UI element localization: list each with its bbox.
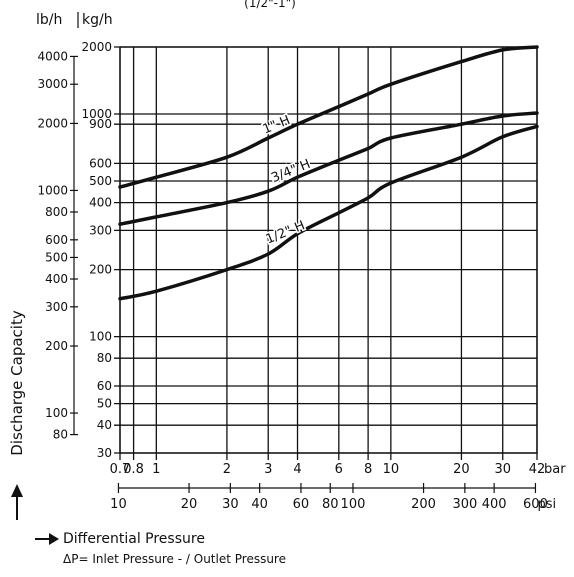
series-line-1 [118,111,539,226]
y-tick-label-kgh: 1000 [81,107,112,121]
y-tick-label-kgh: 300 [89,223,112,237]
x-tick-label-psi: 400 [482,497,507,512]
x-tick-label-psi: 60 [293,497,310,512]
y-tick-label-kgh: 60 [97,379,112,393]
x-tick-label-bar: 42 [529,462,546,477]
y-tick-label-kgh: 30 [97,446,112,460]
y-unit-kgh: kg/h [82,12,113,28]
y-tick-label-lbh: 2000 [37,116,68,130]
x-tick-label-psi: 30 [222,497,239,512]
x-unit-psi: psi [537,497,556,512]
y-tick-label-lbh: 4000 [37,49,68,63]
x-tick-label-bar: 0.8 [123,462,144,477]
y-tick-label-lbh: 80 [53,428,68,442]
x-tick-label-bar: 2 [223,462,231,477]
labels: 0.70.8 1 2 3 4 6 8 10 20 30 42bar30405060801002003… [8,0,566,512]
y-tick-label-kgh: 900 [89,117,112,131]
y-tick-label-lbh: 100 [45,406,68,420]
y-tick-label-lbh: 3000 [37,77,68,91]
x-axis-caption: Differential Pressure [63,531,205,547]
x-tick-label-psi: 100 [341,497,366,512]
x-tick-label-bar: 20 [453,462,470,477]
series-line-0 [118,45,539,189]
x-tick-label-psi: 10 [110,497,127,512]
plot-frame [119,46,538,454]
x-tick-label-psi: 40 [251,497,268,512]
x-tick-label-bar: 6 [335,462,343,477]
x-tick-label-bar: 30 [494,462,511,477]
x-tick-label-psi: 20 [181,497,198,512]
y-tick-label-kgh: 50 [97,397,112,411]
y-tick-label-kgh: 200 [89,263,112,277]
y-axis-title: Discharge Capacity [8,310,26,456]
y-tick-label-kgh: 40 [97,418,112,432]
y-tick-label-lbh: 600 [45,233,68,247]
y-tick-label-lbh: 500 [45,250,68,264]
x-tick-label-psi: 80 [322,497,339,512]
x-tick-label-bar: 10 [383,462,400,477]
y-tick-label-lbh: 300 [45,300,68,314]
x-tick-label-bar: 8 [364,462,372,477]
y-tick-label-kgh: 80 [97,351,112,365]
grid [114,46,538,460]
x-tick-label-bar: 3 [264,462,272,477]
y-tick-label-lbh: 200 [45,339,68,353]
right-arrow-icon [35,532,59,546]
y-tick-label-lbh: 800 [45,205,68,219]
chart-subtitle: (1/2"-1") [244,0,296,10]
x-tick-label-psi: 200 [411,497,436,512]
x-tick-label-psi: 600 [523,497,548,512]
y-tick-label-kgh: 2000 [81,40,112,54]
up-arrow-icon [11,484,23,497]
x-tick-label-bar: 4 [293,462,301,477]
x-tick-label-bar: 0.7 [110,462,131,477]
y-tick-label-kgh: 500 [89,174,112,188]
pressure-formula: ΔP= Inlet Pressure - / Outlet Pressure [63,552,286,566]
series [118,45,539,301]
y-tick-label-kgh: 400 [89,196,112,210]
x-tick-label-bar: 1 [152,462,160,477]
x-axis-caption-row: Differential Pressure [35,531,205,547]
y-tick-label-kgh: 600 [89,156,112,170]
y-tick-label-lbh: 400 [45,272,68,286]
y-tick-label-kgh: 100 [89,330,112,344]
series-line-2 [118,124,539,301]
y-tick-label-lbh: 1000 [37,183,68,197]
x-tick-label-psi: 300 [452,497,477,512]
axes [11,12,538,520]
y-unit-lbh: lb/h [36,12,62,28]
x-unit-bar: bar [544,462,566,477]
